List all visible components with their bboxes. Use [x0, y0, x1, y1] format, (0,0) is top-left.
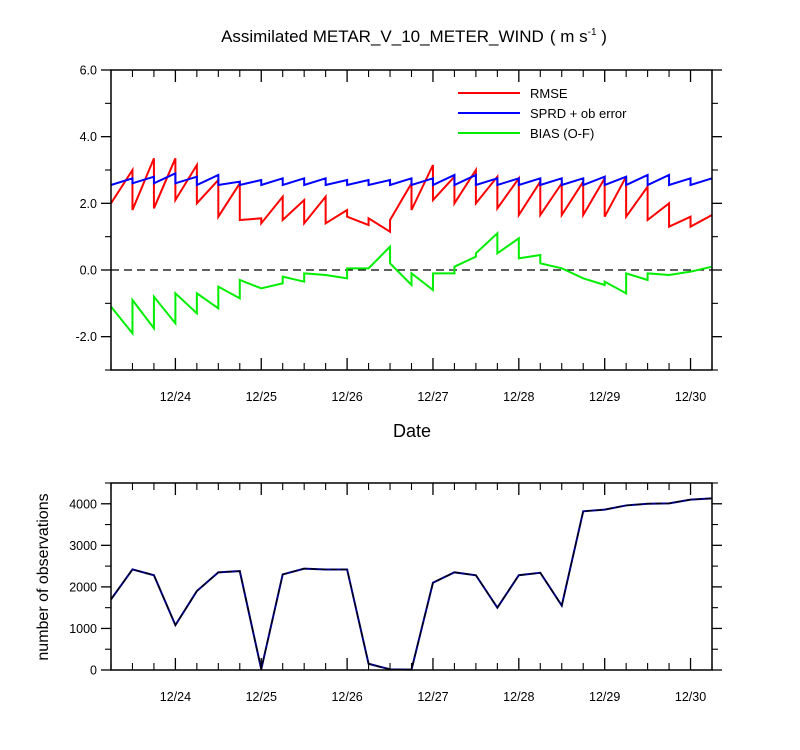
bottom-y-tick-labels: 4000 3000 2000 1000 0	[69, 497, 97, 677]
legend-label-bias-o-f: BIAS (O-F)	[530, 126, 594, 141]
chart-title-text: Assimilated METAR_V_10_METER_WIND	[221, 27, 544, 46]
legend: RMSE SPRD + ob error BIAS (O-F)	[458, 86, 627, 141]
x-tick-label: 12/26	[331, 690, 362, 704]
series-line-bias-o-f	[110, 231, 713, 337]
x-tick-label: 12/29	[589, 690, 620, 704]
y-tick-label: 0	[90, 664, 97, 678]
series-line-rmse	[110, 157, 713, 234]
y-tick-label: 1000	[69, 622, 97, 636]
x-tick-label: 12/24	[160, 390, 191, 404]
series-line-observations-dashed	[110, 497, 713, 671]
bottom-ticks-group	[101, 482, 722, 671]
y-tick-label: 0.0	[80, 264, 97, 278]
bottom-series-group	[110, 497, 713, 671]
y-axis-label-observations: number of observations	[35, 493, 52, 660]
x-tick-label: 12/24	[160, 690, 191, 704]
x-tick-label: 12/26	[331, 390, 362, 404]
x-tick-label: 12/30	[675, 690, 706, 704]
y-tick-label: 6.0	[80, 64, 97, 78]
y-tick-label: 2.0	[80, 197, 97, 211]
x-tick-label: 12/30	[675, 390, 706, 404]
top-y-tick-labels: 6.0 4.0 2.0 0.0 -2.0	[75, 64, 97, 345]
x-tick-label: 12/28	[503, 390, 534, 404]
y-tick-label: 4.0	[80, 130, 97, 144]
chart-title: Assimilated METAR_V_10_METER_WIND ( m s-1…	[221, 27, 607, 46]
chart-title-units-end: )	[597, 27, 607, 46]
y-tick-label: 4000	[69, 497, 97, 511]
x-tick-label: 12/29	[589, 390, 620, 404]
x-axis-label: Date	[393, 421, 431, 441]
series-line-observations	[110, 497, 713, 671]
y-tick-label: 3000	[69, 539, 97, 553]
x-tick-label: 12/27	[417, 690, 448, 704]
bottom-x-tick-labels: 12/24 12/25 12/26 12/27 12/28 12/29 12/30	[160, 690, 706, 704]
series-line-sprd-ob-error	[110, 171, 713, 187]
legend-label-sprd-ob-error: SPRD + ob error	[530, 106, 627, 121]
legend-label-rmse: RMSE	[530, 86, 568, 101]
x-tick-label: 12/25	[246, 690, 277, 704]
bottom-plot-frame	[110, 482, 713, 671]
chart-title-units-exponent: -1	[588, 27, 597, 38]
chart-title-units: ( m s	[550, 27, 588, 46]
x-tick-label: 12/28	[503, 690, 534, 704]
y-tick-label: -2.0	[75, 330, 97, 344]
top-series-group	[110, 157, 713, 337]
x-tick-label: 12/25	[246, 390, 277, 404]
top-ticks-group	[101, 69, 722, 371]
top-chart: Assimilated METAR_V_10_METER_WIND ( m s-1…	[75, 27, 722, 441]
y-tick-label: 2000	[69, 580, 97, 594]
x-tick-label: 12/27	[417, 390, 448, 404]
top-x-tick-labels: 12/24 12/25 12/26 12/27 12/28 12/29 12/30	[160, 390, 706, 404]
